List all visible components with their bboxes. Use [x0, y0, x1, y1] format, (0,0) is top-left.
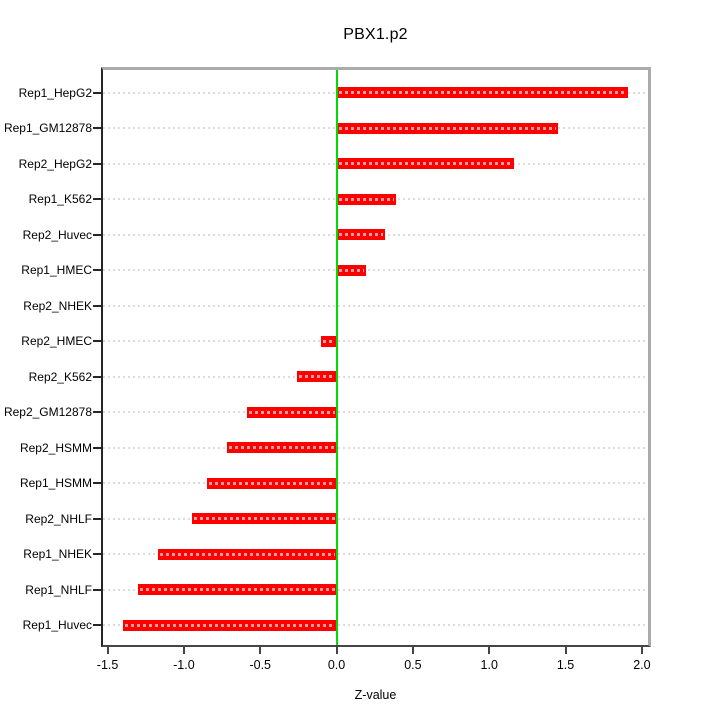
y-tick [93, 340, 101, 343]
x-tick-label: 0.5 [404, 658, 422, 672]
category-label: Rep2_NHLF [25, 511, 92, 526]
y-tick [93, 624, 101, 627]
zero-reference-line [335, 70, 338, 645]
plot-area [93, 67, 651, 647]
bar-dash [124, 623, 335, 627]
y-tick [93, 553, 101, 556]
bar-dash [338, 91, 627, 95]
x-tick [564, 647, 567, 654]
category-label: Rep1_HSMM [19, 476, 92, 491]
x-tick [182, 647, 185, 654]
grid-line [103, 588, 648, 591]
category-label: Rep1_NHLF [25, 582, 92, 597]
y-tick [93, 162, 101, 165]
category-label: Rep1_Huvec [22, 618, 92, 633]
x-tick [640, 647, 643, 654]
x-tick [488, 647, 491, 654]
category-label: Rep2_GM12878 [3, 405, 92, 420]
grid-line [103, 269, 648, 272]
bar [122, 619, 337, 631]
bar-dash [140, 588, 335, 592]
grid-line [103, 446, 648, 449]
x-tick-label: -0.5 [249, 658, 271, 672]
bar-dash [338, 162, 512, 166]
bar [296, 371, 337, 383]
category-label: Rep1_K562 [28, 192, 92, 207]
x-tick-label: 1.0 [480, 658, 498, 672]
x-tick [259, 647, 262, 654]
bar [336, 87, 629, 99]
y-tick [93, 304, 101, 307]
y-tick [93, 375, 101, 378]
x-tick-label: 1.5 [556, 658, 575, 672]
category-label: Rep2_Huvec [22, 227, 92, 242]
bar [321, 335, 337, 347]
bar [138, 584, 337, 596]
bar-dash [298, 375, 335, 379]
bar [336, 193, 397, 205]
bar-dash [248, 410, 335, 414]
bar-dash [338, 268, 364, 272]
bar-dash [323, 339, 335, 343]
category-label: Rep2_HMEC [21, 334, 92, 349]
bar [336, 122, 558, 134]
x-tick-label: -1.5 [96, 658, 119, 672]
x-tick-label: 2.0 [633, 658, 651, 672]
bar-dash [228, 446, 335, 450]
grid-line [103, 482, 648, 485]
category-label: Rep1_HepG2 [18, 85, 92, 100]
bar-dash [338, 233, 384, 237]
y-tick [93, 269, 101, 272]
y-tick [93, 588, 101, 591]
y-tick [93, 91, 101, 94]
y-tick [93, 482, 101, 485]
grid-line [103, 624, 648, 627]
category-label: Rep2_HepG2 [18, 156, 92, 171]
y-tick [93, 233, 101, 236]
bar [246, 406, 337, 418]
bar-dash [338, 126, 556, 130]
grid-line [103, 411, 648, 414]
grid-line [103, 340, 648, 343]
grid-line [103, 553, 648, 556]
bar [336, 229, 386, 241]
x-tick [106, 647, 109, 654]
bar-dash [159, 552, 335, 556]
category-label: Rep1_NHEK [23, 547, 92, 562]
bar [336, 158, 514, 170]
y-tick [93, 198, 101, 201]
grid-line [103, 375, 648, 378]
x-tick [335, 647, 338, 654]
grid-line [103, 517, 648, 520]
y-tick [93, 411, 101, 414]
chart-title: PBX1.p2 [343, 26, 408, 43]
bar [191, 513, 337, 525]
bar-dash [208, 481, 335, 485]
category-label: Rep2_K562 [28, 369, 92, 384]
x-tick-label: 0.0 [327, 658, 346, 672]
y-tick [93, 127, 101, 130]
x-tick-label: -1.0 [173, 658, 195, 672]
bar [206, 477, 337, 489]
y-tick [93, 446, 101, 449]
x-tick [411, 647, 414, 654]
grid-line [103, 304, 648, 307]
category-label: Rep1_GM12878 [3, 121, 92, 136]
bar-dash [193, 517, 335, 521]
bar [336, 264, 366, 276]
category-label: Rep1_HMEC [21, 263, 92, 278]
x-axis-title: Z-value [354, 688, 397, 702]
bar [226, 442, 337, 454]
category-label: Rep2_NHEK [23, 298, 92, 313]
category-label: Rep2_HSMM [19, 440, 92, 455]
y-tick [93, 517, 101, 520]
bar-dash [338, 197, 395, 201]
bar [157, 548, 337, 560]
